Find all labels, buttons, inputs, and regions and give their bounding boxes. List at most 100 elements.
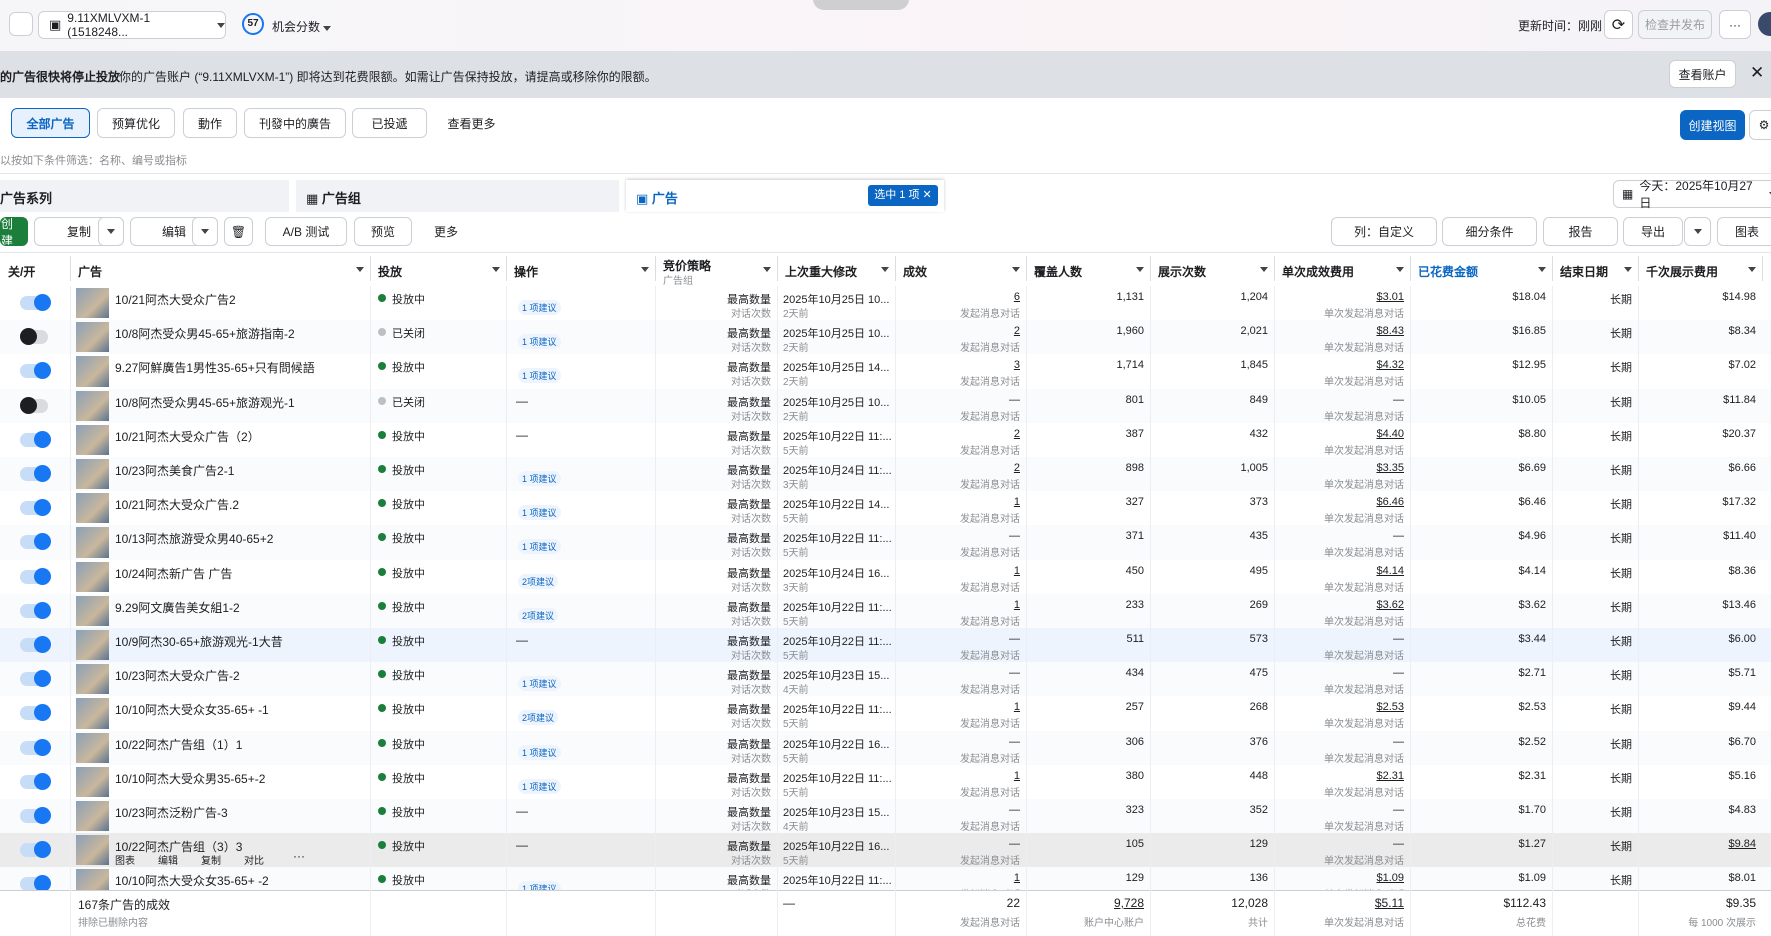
toolbar-button[interactable]: 创建: [0, 217, 28, 246]
ad-name[interactable]: 10/23阿杰美食广告2-1: [115, 462, 234, 479]
cell-border: [655, 525, 656, 559]
filter-tab[interactable]: 已投遞: [352, 108, 427, 138]
column-menu[interactable]: [641, 267, 649, 272]
row-action[interactable]: 图表: [115, 852, 135, 867]
action-chip[interactable]: 1 项建议: [518, 676, 561, 691]
score-label[interactable]: 机会分数: [272, 18, 331, 35]
dropdown[interactable]: [98, 217, 124, 246]
cost-per-result: —: [1393, 667, 1404, 679]
cell-border: [370, 320, 371, 354]
level-tab-text: 广告: [652, 191, 678, 206]
ad-name[interactable]: 9.29阿文廣告美女組1-2: [115, 599, 240, 616]
column-menu[interactable]: [356, 267, 364, 272]
view-account[interactable]: 查看账户: [1669, 60, 1736, 88]
row-action[interactable]: 对比: [244, 852, 264, 867]
ad-name[interactable]: 10/10阿杰大受众男35-65+-2: [115, 770, 265, 787]
cell-border: [777, 525, 778, 559]
create-view[interactable]: 创建视图: [1680, 110, 1745, 140]
cell-border: [777, 320, 778, 354]
column-header: 投放: [378, 263, 402, 280]
cost-per-result: $4.32: [1376, 359, 1404, 371]
cell-border: [895, 457, 896, 491]
row-action[interactable]: 编辑: [158, 852, 178, 867]
action-chip[interactable]: 2项建议: [518, 608, 558, 623]
toggle-knob: [34, 636, 51, 653]
ad-name[interactable]: 10/13阿杰旅游受众男40-65+2: [115, 530, 273, 547]
ad-name[interactable]: 10/8阿杰受众男45-65+旅游观光-1: [115, 394, 295, 411]
cell-border: [70, 628, 71, 662]
ad-name[interactable]: 10/21阿杰大受众广告（2）: [115, 428, 260, 445]
action-chip[interactable]: 1 项建议: [518, 539, 561, 554]
view-settings[interactable]: ⚙: [1749, 110, 1771, 140]
row-more[interactable]: ···: [293, 849, 305, 863]
column-header: 单次成效费用: [1282, 263, 1354, 280]
ad-name[interactable]: 10/8阿杰受众男45-65+旅游指南-2: [115, 325, 295, 342]
action-chip[interactable]: 1 项建议: [518, 745, 561, 760]
search-input[interactable]: 以按如下条件筛选：名称、编号或指标: [0, 152, 187, 168]
toolbar-button[interactable]: 图表: [1717, 217, 1771, 246]
action-chip[interactable]: 1 项建议: [518, 368, 561, 383]
column-menu[interactable]: [763, 267, 771, 272]
action-chip[interactable]: 1 项建议: [518, 505, 561, 520]
date-picker[interactable]: ▦ 今天：2025年10月27日: [1613, 180, 1771, 208]
column-menu[interactable]: [1624, 267, 1632, 272]
close-banner[interactable]: ✕: [1750, 63, 1764, 83]
toolbar-button[interactable]: 导出: [1623, 217, 1683, 246]
toolbar-button[interactable]: 预览: [354, 217, 412, 246]
action-chip[interactable]: 1 项建议: [518, 334, 561, 349]
refresh[interactable]: ⟳: [1604, 10, 1633, 39]
filter-tab[interactable]: 查看更多: [435, 108, 508, 138]
cell-border: [895, 696, 896, 730]
ad-name[interactable]: 10/23阿杰泛粉广告-3: [115, 804, 228, 821]
column-menu[interactable]: [492, 267, 500, 272]
action-chip[interactable]: 2项建议: [518, 710, 558, 725]
review-publish[interactable]: 检查并发布: [1638, 10, 1712, 39]
action-chip[interactable]: 2项建议: [518, 574, 558, 589]
toolbar-button[interactable]: A/B 测试: [265, 217, 347, 246]
ad-name[interactable]: 10/10阿杰大受众女35-65+ -2: [115, 872, 269, 889]
action-chip[interactable]: 1 项建议: [518, 471, 561, 486]
toolbar-button[interactable]: 列：自定义: [1331, 217, 1437, 246]
column-menu[interactable]: [1396, 267, 1404, 272]
ad-name[interactable]: 10/10阿杰大受众女35-65+ -1: [115, 701, 269, 718]
ad-name[interactable]: 10/22阿杰广告组（1）1: [115, 736, 242, 753]
more-menu[interactable]: ···: [1719, 10, 1751, 39]
toolbar-button[interactable]: 报告: [1543, 217, 1618, 246]
ad-name[interactable]: 10/24阿杰新广告 广告: [115, 565, 232, 582]
column-menu[interactable]: [1538, 267, 1546, 272]
cell-border: [1638, 833, 1639, 867]
column-menu[interactable]: [1012, 267, 1020, 272]
selected-chip[interactable]: 选中 1 项 ✕: [868, 185, 938, 206]
toolbar-button[interactable]: 更多: [420, 217, 472, 246]
cell-border: [777, 423, 778, 457]
delete[interactable]: 🗑: [224, 217, 253, 246]
ad-name[interactable]: 10/21阿杰大受众广告.2: [115, 496, 239, 513]
ad-name[interactable]: 10/9阿杰30-65+旅游观光-1大昔: [115, 633, 283, 650]
cpm: $4.83: [1728, 804, 1756, 816]
ad-name[interactable]: 10/21阿杰大受众广告2: [115, 291, 236, 308]
dropdown[interactable]: [192, 217, 218, 246]
column-menu[interactable]: [1748, 267, 1756, 272]
column-menu[interactable]: [881, 267, 889, 272]
score-label-text: 机会分数: [272, 20, 320, 34]
cell-border: [1026, 696, 1027, 730]
filter-tab[interactable]: 全部广告: [11, 108, 90, 138]
column-menu[interactable]: [1260, 267, 1268, 272]
row-action[interactable]: 复制: [201, 852, 221, 867]
filter-tab[interactable]: 動作: [183, 108, 237, 138]
ad-name[interactable]: 9.27阿鮮廣告1男性35-65+只有問候語: [115, 359, 315, 376]
toolbar-button[interactable]: 细分条件: [1442, 217, 1537, 246]
reach: 129: [1126, 872, 1144, 884]
column-menu[interactable]: [1136, 267, 1144, 272]
account-selector[interactable]: ▣9.11XMLVXM-1 (1518248...: [38, 11, 226, 39]
panel-toggle[interactable]: [9, 12, 33, 36]
filter-tab[interactable]: 刊發中的廣告: [244, 108, 346, 138]
column-separator: [655, 256, 656, 281]
dropdown[interactable]: [1684, 217, 1711, 246]
ad-name[interactable]: 10/23阿杰大受众广告-2: [115, 667, 240, 684]
action-chip[interactable]: 1 项建议: [518, 300, 561, 315]
thumbnail: [76, 562, 109, 592]
filter-tab[interactable]: 预算优化: [97, 108, 175, 138]
cell-border: [1638, 696, 1639, 730]
action-chip[interactable]: 1 项建议: [518, 779, 561, 794]
